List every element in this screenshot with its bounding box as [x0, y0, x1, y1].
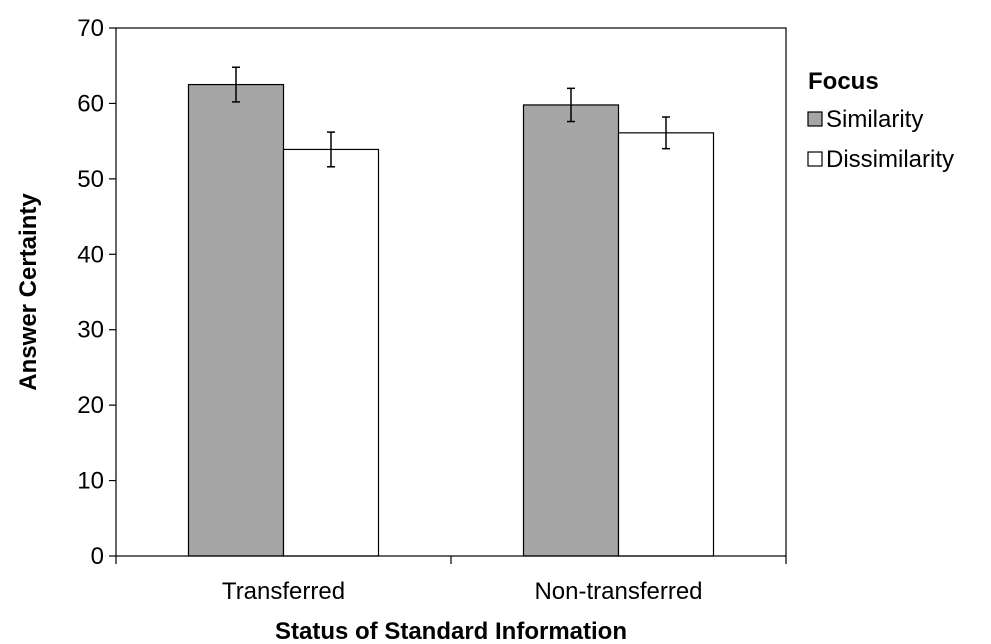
bar-dissimilarity-transferred: [282, 148, 380, 557]
y-tick-label: 70: [77, 15, 104, 42]
x-axis-tick-labels: Transferred Non-transferred: [222, 578, 703, 605]
y-axis-title: Answer Certainty: [15, 193, 42, 391]
legend-title: Focus: [808, 68, 879, 95]
error-bar-dissimilarity-non-transferred: [662, 116, 670, 150]
x-tick-label: Transferred: [222, 578, 345, 605]
legend-swatch: [807, 151, 823, 167]
legend-item-similarity: Similarity: [807, 106, 923, 133]
bar-similarity-transferred: [187, 83, 285, 557]
y-tick-label: 0: [91, 543, 104, 570]
error-bar-dissimilarity-transferred: [327, 131, 335, 168]
legend-label: Dissimilarity: [826, 146, 954, 173]
y-tick-label: 40: [77, 241, 104, 268]
y-tick-label: 50: [77, 166, 104, 193]
legend-item-dissimilarity: Dissimilarity: [807, 146, 954, 173]
error-bars: [232, 66, 670, 168]
error-bar-similarity-non-transferred: [567, 87, 575, 123]
x-axis-title: Status of Standard Information: [275, 618, 627, 644]
error-bar-similarity-transferred: [232, 66, 240, 103]
legend-label: Similarity: [826, 106, 923, 133]
bars: [187, 83, 715, 557]
y-tick-label: 60: [77, 90, 104, 117]
y-axis-tick-labels: 0 10 20 30 40 50 60 70: [77, 15, 104, 570]
bar-dissimilarity-non-transferred: [617, 132, 715, 557]
legend-swatch: [807, 111, 823, 127]
bar-similarity-non-transferred: [522, 104, 620, 557]
y-axis-ticks: [109, 27, 116, 557]
y-tick-label: 20: [77, 392, 104, 419]
x-tick-label: Non-transferred: [534, 578, 702, 605]
legend: Focus Similarity Dissimilarity: [807, 68, 954, 173]
x-axis-ticks: [115, 556, 787, 564]
y-tick-label: 10: [77, 468, 104, 495]
y-tick-label: 30: [77, 317, 104, 344]
